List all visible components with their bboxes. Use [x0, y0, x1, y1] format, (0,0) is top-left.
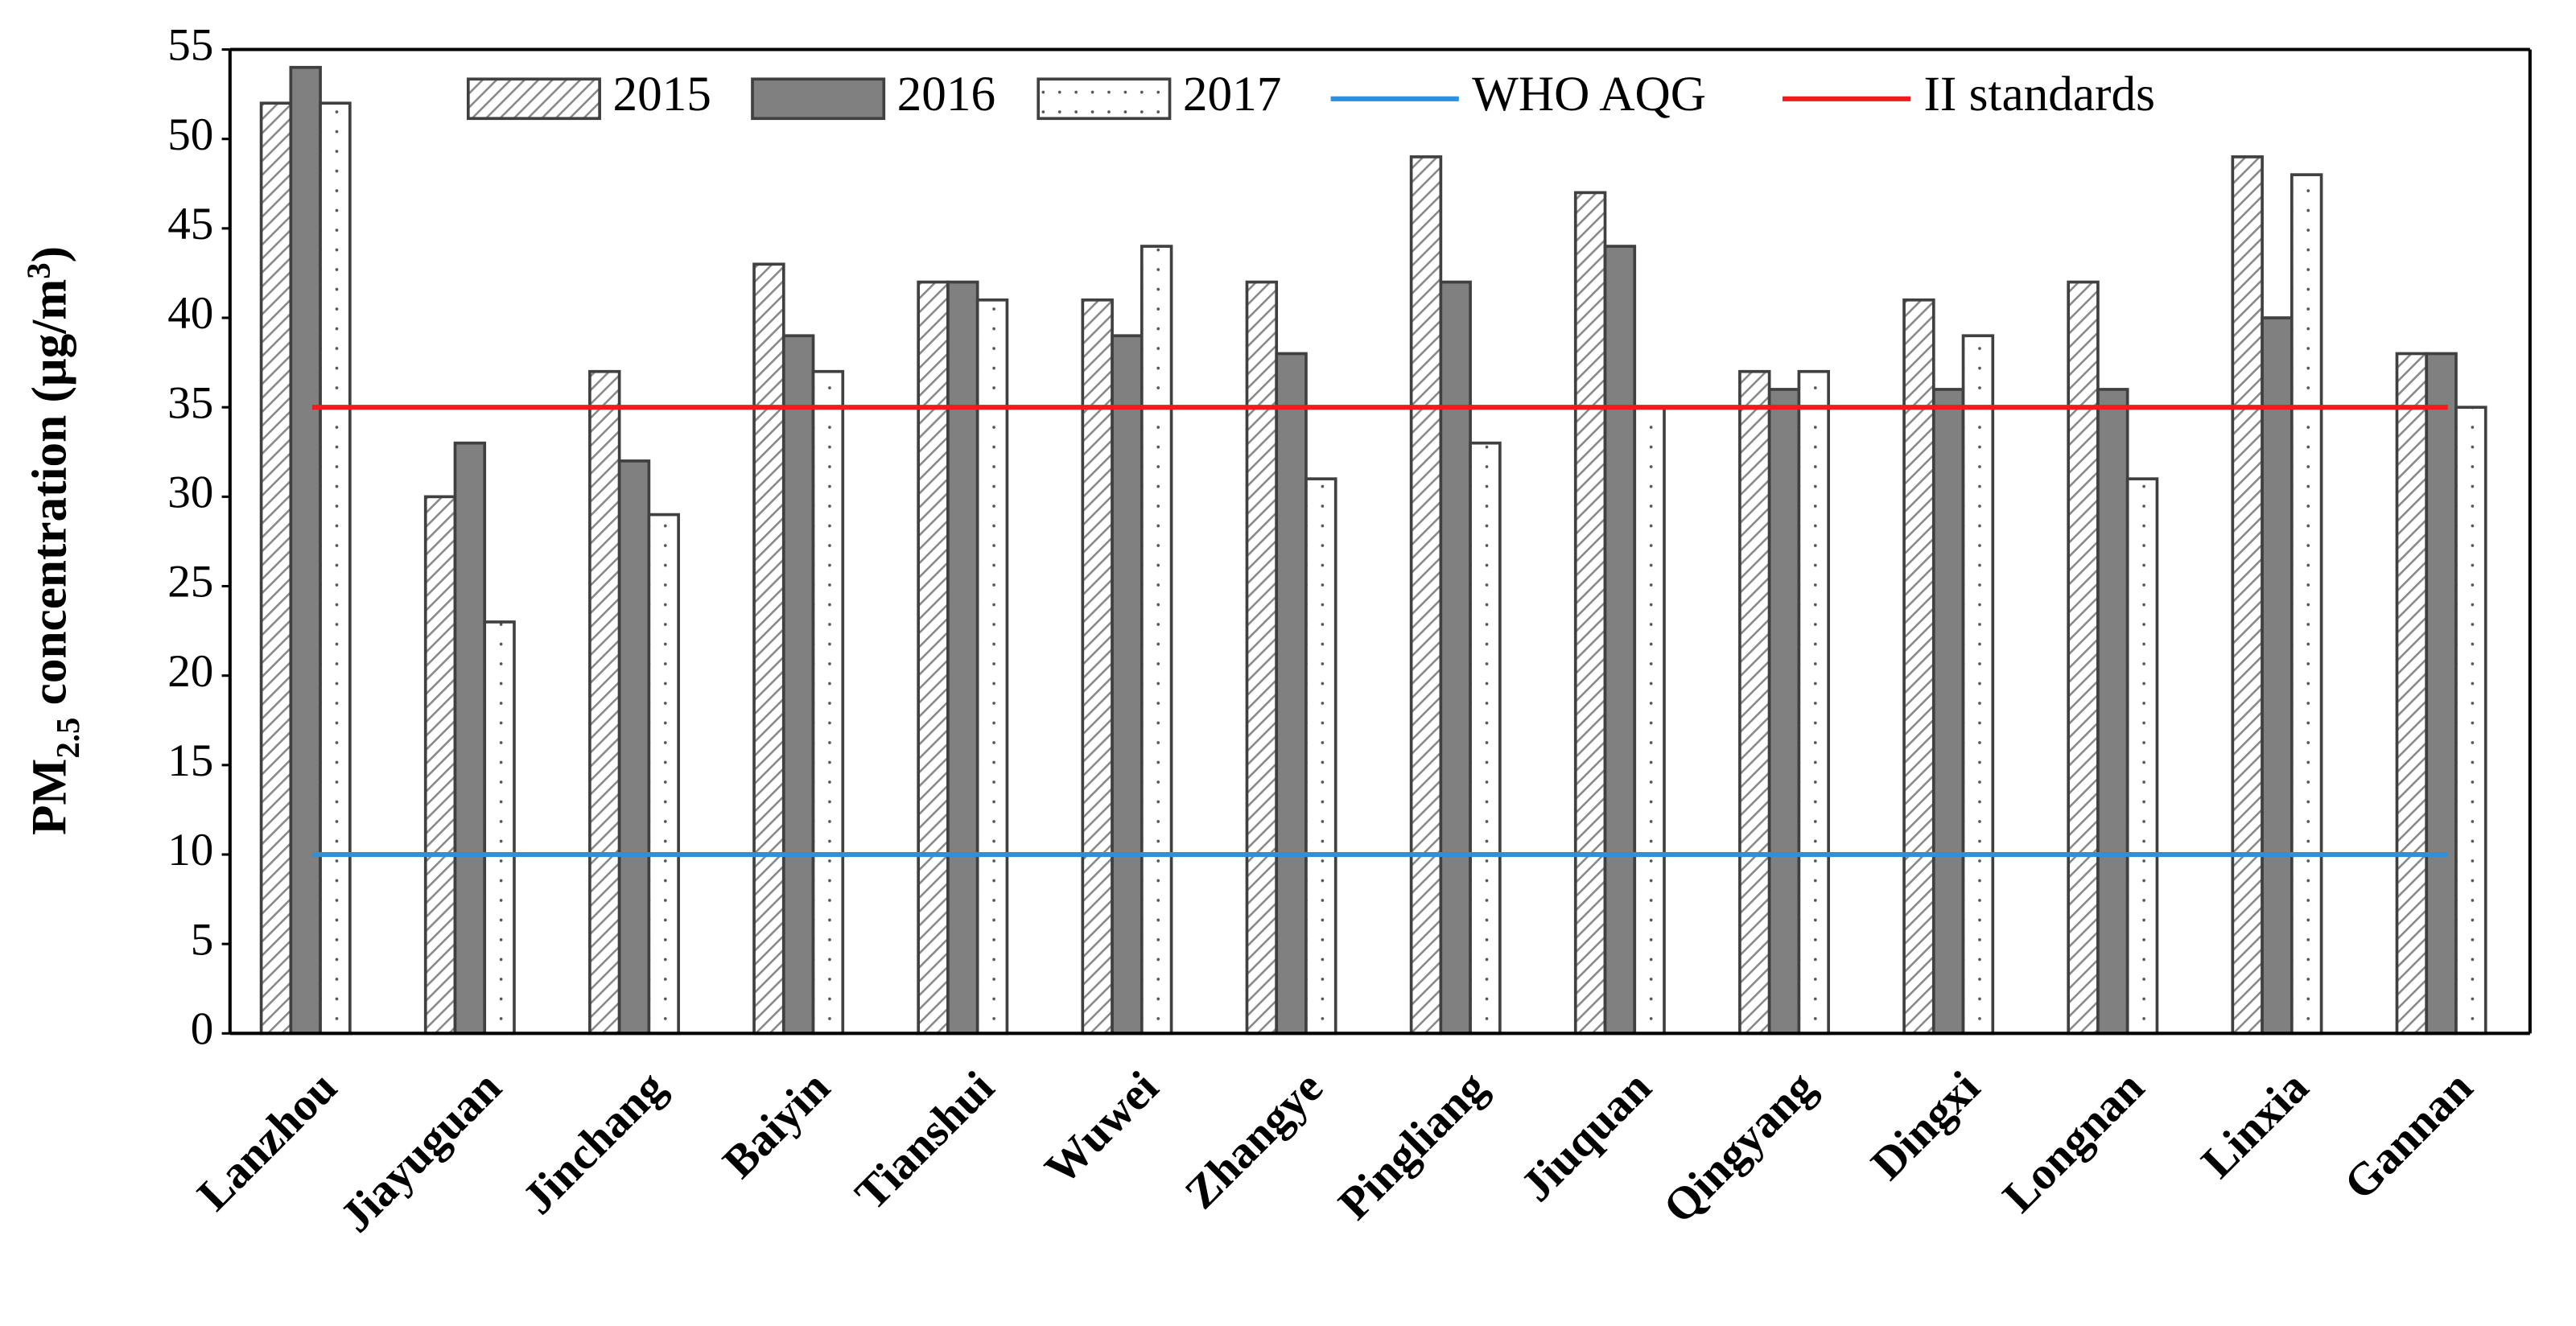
y-title-sup: 3 — [20, 262, 56, 278]
y-tick-label: 30 — [167, 467, 213, 517]
bar — [423, 495, 457, 1036]
bar — [2395, 352, 2429, 1036]
bar — [1961, 334, 1995, 1036]
bar — [1902, 298, 1935, 1036]
bar — [1797, 369, 1830, 1036]
bar — [2425, 352, 2458, 1036]
bar — [2096, 388, 2129, 1036]
bar — [752, 262, 785, 1036]
bar — [1140, 245, 1173, 1036]
bar — [975, 298, 1009, 1036]
y-tick-label: 45 — [167, 199, 213, 249]
bar — [483, 620, 516, 1036]
bar — [647, 513, 680, 1036]
y-tick-label: 0 — [191, 1003, 214, 1054]
x-tick-label: Gannan — [2335, 1062, 2483, 1210]
bar — [1573, 191, 1607, 1036]
y-tick-label: 50 — [167, 109, 213, 160]
y-title-sub: 2.5 — [50, 718, 86, 759]
bar — [2290, 173, 2323, 1036]
bar — [1275, 352, 1308, 1036]
y-tick-label: 35 — [167, 377, 213, 428]
bar — [2125, 477, 2159, 1036]
y-tick-label: 15 — [167, 735, 213, 786]
x-tick-label: Longnan — [1993, 1062, 2154, 1223]
bar — [2067, 280, 2100, 1036]
bar — [259, 101, 293, 1036]
bar — [1469, 441, 1502, 1036]
legend-swatch — [466, 77, 601, 121]
y-tick-label: 25 — [167, 557, 213, 607]
bar — [1409, 155, 1443, 1036]
bar — [1931, 388, 1965, 1036]
x-tick-label: Qingyang — [1654, 1061, 1825, 1233]
legend-label: WHO AQG — [1472, 67, 1706, 121]
y-tick-label: 40 — [167, 288, 213, 339]
legend-label: 2015 — [612, 67, 711, 121]
bar — [1738, 369, 1771, 1036]
y-tick-label: 10 — [167, 825, 213, 875]
y-title-part: ) — [23, 246, 77, 262]
bar — [2261, 316, 2294, 1036]
bar — [1633, 406, 1666, 1036]
bar — [617, 459, 651, 1036]
bar — [946, 280, 979, 1036]
x-tick-label: Pingliang — [1329, 1061, 1497, 1229]
y-tick-label: 20 — [167, 646, 213, 697]
x-tick-label: Tianshui — [846, 1061, 1004, 1220]
x-tick-label: Jiuquan — [1511, 1062, 1661, 1212]
y-title-part: PM — [23, 759, 77, 835]
bar — [1603, 245, 1637, 1036]
y-tick-label: 55 — [167, 20, 213, 71]
bar — [1111, 334, 1144, 1036]
bar — [1304, 477, 1337, 1036]
bar — [2454, 406, 2487, 1036]
x-tick-label: Linxia — [2192, 1062, 2318, 1188]
legend-swatch — [1037, 77, 1172, 121]
bar — [811, 369, 845, 1036]
bar — [917, 280, 950, 1036]
x-tick-label: Dingxi — [1861, 1061, 1989, 1189]
x-tick-label: Jinchang — [513, 1061, 675, 1224]
x-tick-label: Zhangye — [1176, 1062, 1333, 1219]
legend-label: II standards — [1924, 67, 2155, 121]
bar — [453, 441, 487, 1036]
bar — [2231, 155, 2264, 1036]
bar — [1439, 280, 1472, 1036]
x-tick-label: Lanzhou — [188, 1062, 347, 1221]
bar — [289, 65, 322, 1036]
bar — [1245, 280, 1279, 1036]
y-axis-title: PM2.5 concentration (μg/m3) — [20, 246, 86, 835]
bar — [1767, 388, 1801, 1036]
x-tick-label: Wuwei — [1036, 1061, 1168, 1194]
bar — [319, 101, 352, 1036]
bar — [781, 334, 815, 1036]
x-tick-label: Baiyin — [713, 1062, 839, 1188]
bar — [588, 369, 621, 1036]
legend-label: 2016 — [897, 67, 995, 121]
legend-swatch — [751, 77, 886, 121]
y-tick-label: 5 — [191, 914, 214, 965]
legend-label: 2017 — [1183, 67, 1281, 121]
bar — [1081, 298, 1114, 1036]
x-tick-label: Jiayuguan — [331, 1062, 511, 1242]
y-title-part: concentration (μg/m — [23, 279, 77, 718]
